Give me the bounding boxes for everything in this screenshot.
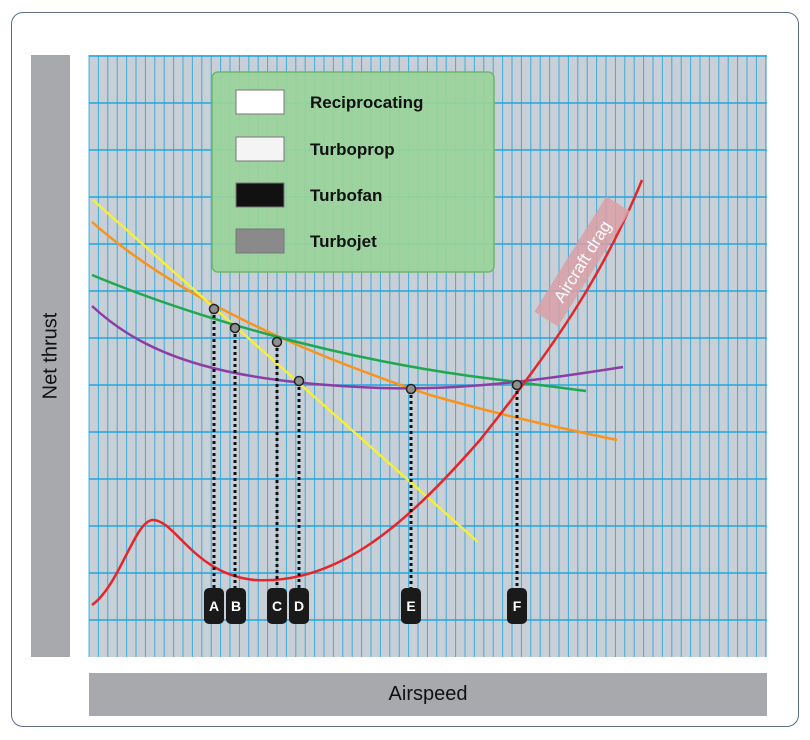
aircraft-drag-label-box bbox=[534, 196, 631, 327]
legend-swatch-reciprocating bbox=[235, 89, 285, 115]
x-axis-label: Airspeed bbox=[388, 683, 468, 705]
turbojet-curve bbox=[91, 305, 624, 390]
marker-label-e: E bbox=[406, 598, 415, 614]
marker-tag-a bbox=[204, 588, 224, 624]
marker-tag-b bbox=[226, 588, 246, 624]
turboprop-curve bbox=[91, 221, 618, 442]
marker-label-c: C bbox=[272, 598, 282, 614]
x-axis-label-bar: Airspeed bbox=[89, 673, 767, 716]
legend-swatch-turbofan bbox=[235, 182, 285, 208]
legend-label-turboprop: Turboprop bbox=[310, 140, 395, 159]
legend-label-reciprocating: Reciprocating bbox=[310, 93, 423, 112]
marker-label-f: F bbox=[513, 598, 522, 614]
intersection-point-e bbox=[405, 383, 417, 395]
marker-tag-e bbox=[401, 588, 421, 624]
intersection-point-b bbox=[229, 322, 241, 334]
intersection-points bbox=[208, 303, 523, 395]
legend-swatch-turbojet bbox=[235, 228, 285, 254]
legend-box bbox=[211, 71, 495, 273]
intersection-point-f bbox=[511, 379, 523, 391]
marker-tag-f bbox=[507, 588, 527, 624]
legend: Reciprocating Turboprop Turbofan Turboje… bbox=[211, 71, 495, 273]
legend-label-turbojet: Turbojet bbox=[310, 232, 377, 251]
intersection-point-c bbox=[271, 336, 283, 348]
intersection-point-d bbox=[293, 375, 305, 387]
marker-label-a: A bbox=[209, 598, 219, 614]
marker-tag-c bbox=[267, 588, 287, 624]
y-axis-label-bar: Net thrust bbox=[31, 55, 70, 657]
marker-label-b: B bbox=[231, 598, 241, 614]
marker-tags: A B C D E F bbox=[204, 588, 527, 624]
intersection-point-a bbox=[208, 303, 220, 315]
drop-lines bbox=[212, 309, 519, 592]
turbofan-curve bbox=[91, 273, 587, 393]
marker-tag-d bbox=[289, 588, 309, 624]
marker-label-d: D bbox=[294, 598, 304, 614]
aircraft-drag-curve bbox=[91, 179, 644, 607]
legend-swatch-turboprop bbox=[235, 136, 285, 162]
legend-label-turbofan: Turbofan bbox=[310, 186, 382, 205]
